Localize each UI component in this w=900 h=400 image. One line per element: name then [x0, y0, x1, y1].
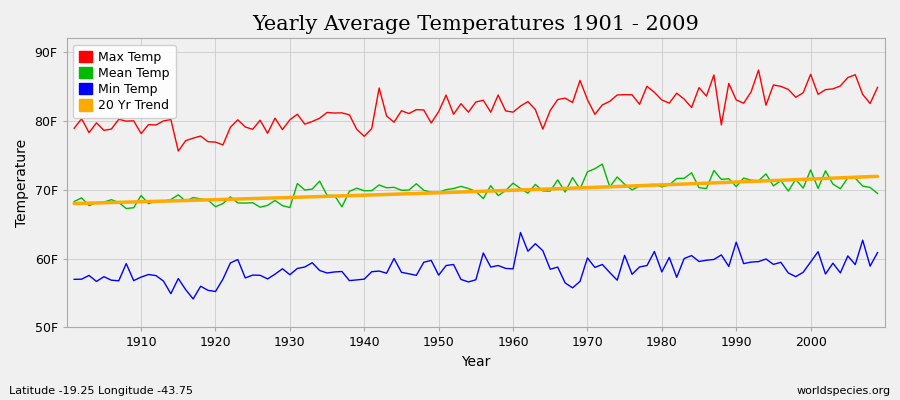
Min Temp [515, 230, 526, 235]
Max Temp [515, 104, 526, 108]
Min Temp [612, 278, 623, 282]
X-axis label: Year: Year [461, 355, 491, 369]
Line: Max Temp: Max Temp [74, 70, 878, 151]
Mean Temp [872, 191, 883, 196]
Max Temp [605, 99, 616, 104]
Text: Latitude -19.25 Longitude -43.75: Latitude -19.25 Longitude -43.75 [9, 386, 193, 396]
20 Yr Trend [292, 195, 302, 200]
Max Temp [129, 118, 140, 123]
Min Temp [129, 278, 140, 283]
Y-axis label: Temperature: Temperature [15, 139, 29, 227]
Mean Temp [136, 193, 147, 198]
20 Yr Trend [597, 185, 608, 190]
Mean Temp [121, 206, 131, 211]
20 Yr Trend [68, 201, 79, 206]
Min Temp [68, 277, 79, 282]
Min Temp [523, 249, 534, 254]
Legend: Max Temp, Mean Temp, Min Temp, 20 Yr Trend: Max Temp, Mean Temp, Min Temp, 20 Yr Tre… [73, 44, 176, 118]
Min Temp [344, 278, 355, 283]
Mean Temp [515, 186, 526, 191]
Line: 20 Yr Trend: 20 Yr Trend [74, 176, 878, 204]
Mean Temp [508, 181, 518, 186]
Mean Temp [612, 175, 623, 180]
Max Temp [68, 126, 79, 131]
Max Temp [872, 85, 883, 90]
Min Temp [300, 265, 310, 270]
Mean Temp [597, 162, 608, 166]
Text: worldspecies.org: worldspecies.org [796, 386, 891, 396]
20 Yr Trend [872, 174, 883, 179]
Mean Temp [300, 188, 310, 192]
Mean Temp [344, 189, 355, 194]
20 Yr Trend [500, 188, 511, 193]
Title: Yearly Average Temperatures 1901 - 2009: Yearly Average Temperatures 1901 - 2009 [252, 15, 699, 34]
Min Temp [508, 266, 518, 271]
20 Yr Trend [337, 194, 347, 198]
Max Temp [344, 112, 355, 117]
20 Yr Trend [508, 188, 518, 193]
Max Temp [300, 122, 310, 126]
Max Temp [753, 68, 764, 72]
Min Temp [188, 296, 199, 301]
Line: Mean Temp: Mean Temp [74, 164, 878, 208]
Max Temp [508, 110, 518, 114]
Mean Temp [68, 199, 79, 204]
Line: Min Temp: Min Temp [74, 232, 878, 299]
20 Yr Trend [129, 200, 140, 204]
Min Temp [872, 250, 883, 255]
Max Temp [173, 149, 184, 154]
